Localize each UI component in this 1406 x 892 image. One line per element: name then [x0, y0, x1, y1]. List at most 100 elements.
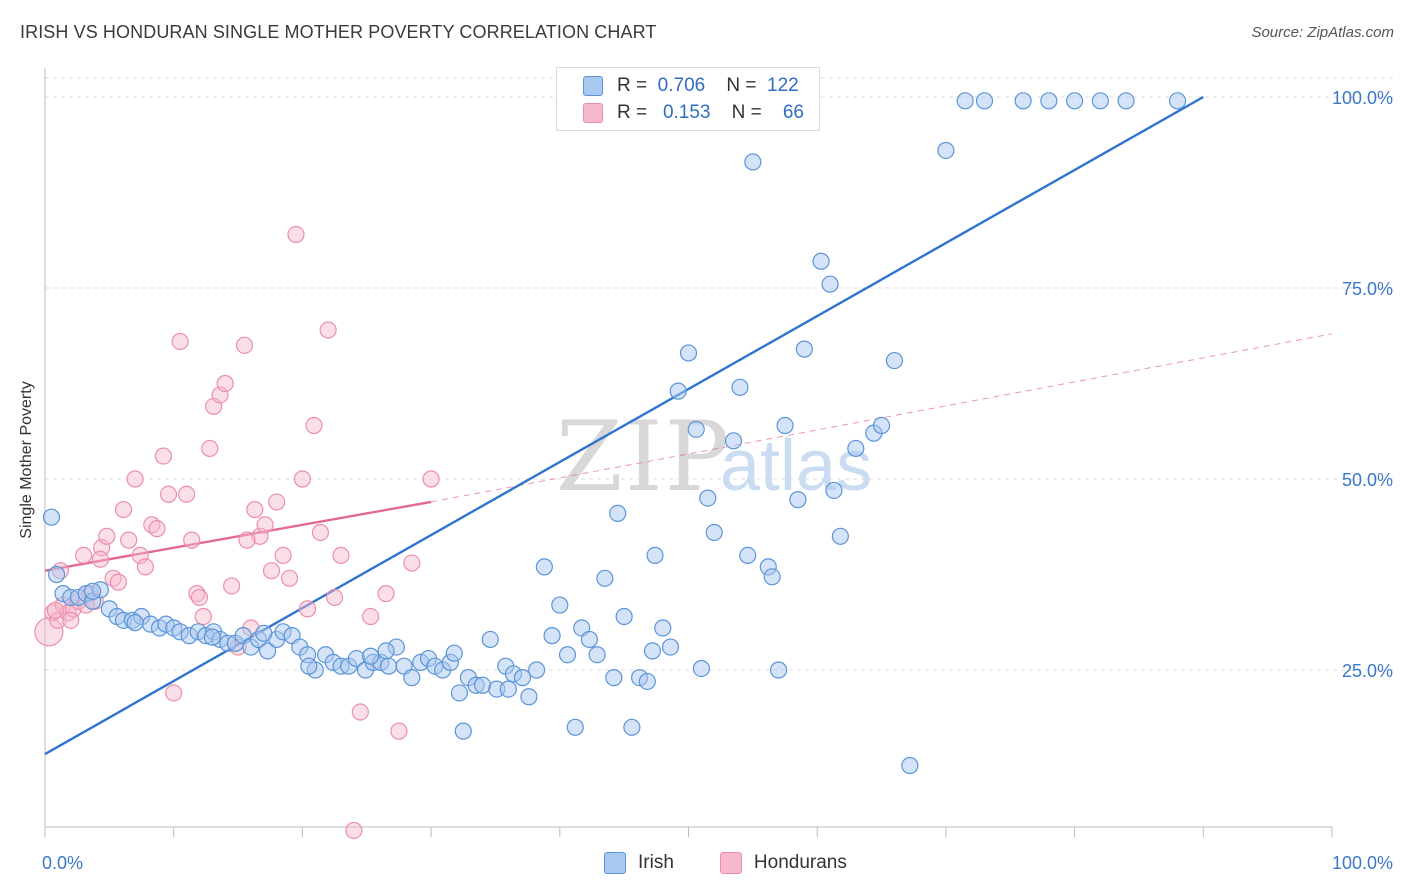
legend-irish-label: Irish	[638, 852, 674, 873]
hondurans-point	[287, 225, 305, 244]
hondurans-points	[34, 225, 440, 840]
irish-point	[763, 568, 781, 586]
irish-point	[937, 141, 955, 160]
irish-point	[776, 416, 794, 435]
hondurans-point	[345, 821, 363, 840]
irish-point	[769, 661, 788, 679]
irish-points	[42, 92, 1187, 775]
irish-point	[203, 628, 221, 646]
hondurans-r-value: 0.153	[662, 102, 711, 123]
irish-point	[84, 582, 102, 600]
irish-point	[885, 351, 904, 370]
irish-point	[825, 481, 843, 500]
irish-point	[588, 646, 606, 664]
irish-point	[596, 569, 614, 587]
irish-point	[255, 624, 273, 642]
hondurans-point	[159, 485, 178, 503]
irish-point	[1117, 92, 1135, 110]
source-label: Source: ZipAtlas.com	[1251, 24, 1394, 41]
legend-hondurans-swatch	[719, 852, 742, 874]
hondurans-swatch	[583, 103, 603, 123]
y-tick-label: 100.0%	[1332, 88, 1393, 108]
stats-legend: R = 0.706 N = 122 R = 0.153 N = 66	[556, 67, 820, 131]
irish-point	[744, 153, 762, 171]
hondurans-point	[332, 546, 350, 565]
irish-point	[1168, 92, 1187, 110]
hondurans-point	[262, 562, 281, 580]
hondurans-r-label: R =	[617, 102, 648, 123]
irish-point	[445, 644, 463, 662]
irish-point	[450, 684, 469, 702]
hondurans-point	[223, 577, 241, 595]
hondurans-point	[235, 336, 254, 354]
irish-point	[795, 340, 813, 358]
irish-point	[705, 523, 723, 542]
hondurans-point	[165, 684, 183, 702]
hondurans-trend-line	[44, 500, 432, 572]
irish-point	[654, 619, 672, 637]
hondurans-point	[75, 546, 93, 565]
irish-point	[646, 546, 664, 565]
irish-point	[1065, 92, 1084, 110]
irish-point	[126, 614, 144, 632]
irish-point	[669, 382, 687, 400]
y-tick-label: 75.0%	[1342, 279, 1393, 299]
hondurans-point	[109, 573, 127, 591]
irish-n-value: 122	[767, 75, 799, 96]
hondurans-point	[256, 516, 274, 534]
hondurans-n-label: N =	[731, 102, 762, 123]
irish-point	[513, 669, 532, 687]
hondurans-point	[274, 546, 292, 565]
hondurans-point	[148, 520, 166, 538]
irish-point	[520, 688, 538, 706]
irish-point	[643, 642, 662, 660]
irish-point	[956, 92, 974, 110]
irish-point	[623, 718, 641, 736]
irish-trend-line	[44, 95, 1204, 756]
series-legend: Irish Hondurans	[604, 852, 847, 874]
hondurans-point	[120, 531, 138, 549]
hondurans-point	[362, 607, 380, 626]
irish-point	[528, 661, 546, 679]
hondurans-point	[114, 500, 133, 519]
irish-point	[362, 647, 380, 665]
irish-point	[300, 657, 318, 675]
legend-hondurans-label: Hondurans	[753, 852, 847, 873]
hondurans-point	[293, 470, 311, 488]
irish-r-label: R =	[617, 75, 648, 96]
irish-point	[403, 669, 421, 687]
hondurans-point	[325, 588, 344, 607]
irish-point	[580, 630, 599, 649]
hondurans-point	[268, 493, 286, 511]
hondurans-point	[46, 601, 64, 620]
legend-row-hondurans: R = 0.153 N = 66	[583, 101, 804, 125]
irish-point	[847, 439, 865, 458]
legend-row-irish: R = 0.706 N = 122	[583, 74, 799, 98]
irish-point	[535, 558, 553, 576]
hondurans-point	[126, 470, 144, 488]
hondurans-point	[238, 531, 256, 549]
hondurans-point	[246, 500, 264, 519]
hondurans-point	[390, 722, 408, 740]
hondurans-point	[201, 439, 219, 458]
hondurans-trend-extension	[431, 333, 1333, 503]
hondurans-point	[319, 321, 337, 339]
irish-point	[901, 756, 919, 775]
x-tick-label: 0.0%	[42, 853, 83, 873]
irish-point	[724, 432, 743, 450]
y-tick-label: 25.0%	[1342, 661, 1393, 681]
chart-title: IRISH VS HONDURAN SINGLE MOTHER POVERTY …	[20, 22, 657, 42]
irish-point	[551, 596, 569, 614]
irish-point	[821, 275, 839, 293]
hondurans-point	[298, 600, 317, 618]
irish-point	[454, 722, 472, 740]
irish-point	[789, 491, 807, 509]
irish-point	[481, 630, 499, 649]
irish-point	[377, 642, 395, 660]
irish-swatch	[583, 76, 603, 96]
irish-point	[831, 527, 849, 545]
irish-point	[975, 92, 994, 110]
irish-point	[872, 416, 891, 435]
irish-point	[731, 378, 749, 396]
